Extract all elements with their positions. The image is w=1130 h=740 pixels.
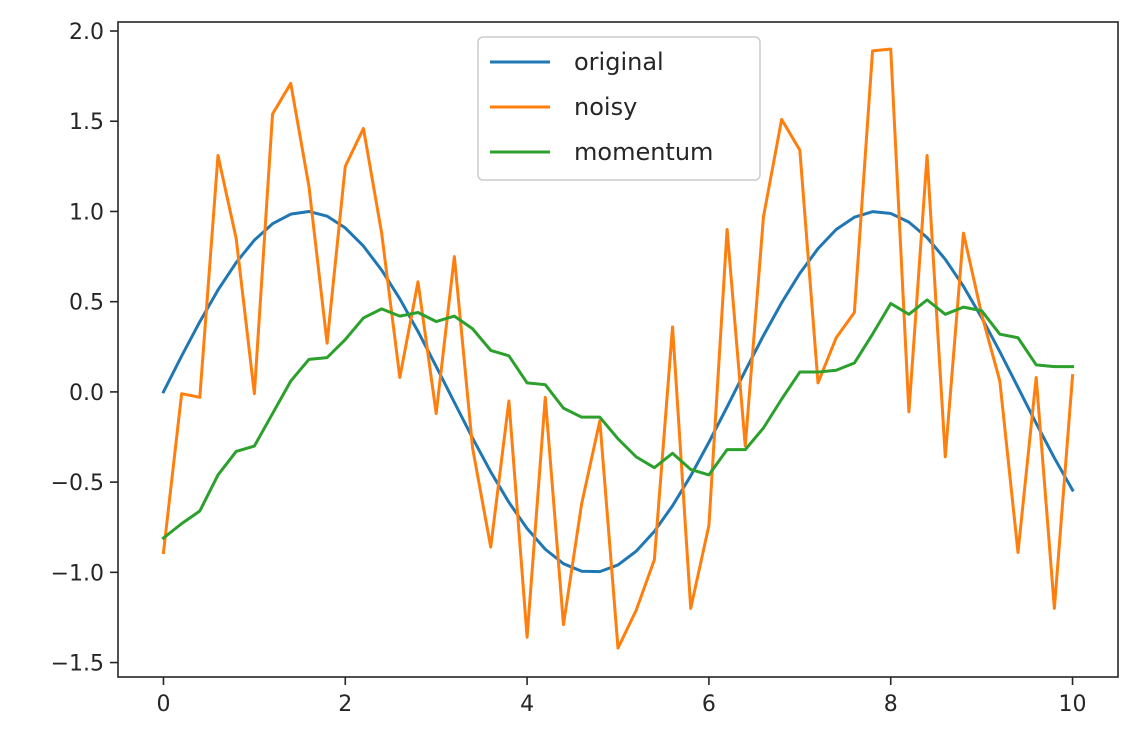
x-tick-label: 8 <box>884 692 898 717</box>
series-layer <box>161 47 1075 650</box>
series-line-noisy <box>161 47 1075 650</box>
x-axis: 0 2 4 6 8 10 <box>156 677 1087 717</box>
x-tick-label: 10 <box>1059 692 1087 717</box>
legend-label-original: original <box>574 48 664 76</box>
y-tick-label: 2.0 <box>69 20 104 45</box>
y-tick-label: 1.5 <box>69 110 104 135</box>
y-tick-label: −1.5 <box>51 652 104 677</box>
x-tick-label: 6 <box>702 692 716 717</box>
x-tick-label: 0 <box>156 692 170 717</box>
y-tick-label: −0.5 <box>51 471 104 496</box>
plot-frame <box>117 21 1119 678</box>
x-tick-label: 2 <box>338 692 352 717</box>
y-tick-label: −1.0 <box>51 561 104 586</box>
y-tick-label: 1.0 <box>69 200 104 225</box>
y-axis: −1.5 −1.0 −0.5 0.0 0.5 1.0 1.5 2.0 <box>51 20 118 677</box>
legend-box <box>477 36 761 181</box>
y-tick-label: 0.0 <box>69 381 104 406</box>
x-tick-label: 4 <box>520 692 534 717</box>
y-tick-label: 0.5 <box>69 291 104 316</box>
legend-label-momentum: momentum <box>574 138 713 166</box>
legend-label-noisy: noisy <box>574 93 637 121</box>
series-line-momentum <box>161 298 1075 541</box>
series-line-original <box>161 209 1075 574</box>
legend: original noisy momentum <box>477 36 761 181</box>
